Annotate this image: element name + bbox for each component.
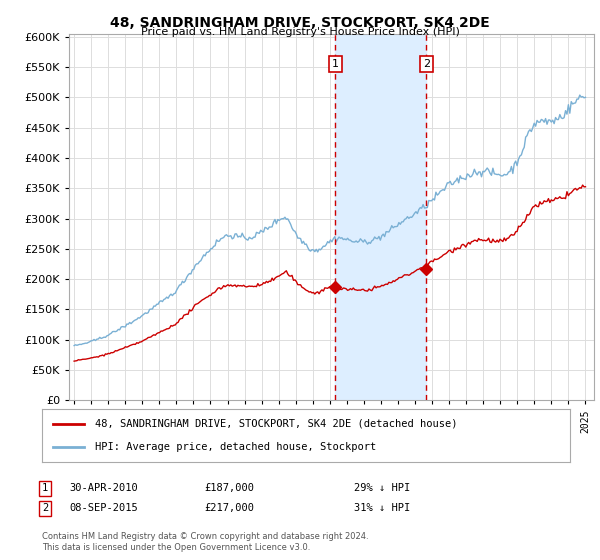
Bar [335, 34, 427, 400]
Text: 2: 2 [42, 503, 48, 514]
Text: HPI: Average price, detached house, Stockport: HPI: Average price, detached house, Stoc… [95, 442, 376, 452]
Text: £217,000: £217,000 [204, 503, 254, 514]
Text: Contains HM Land Registry data © Crown copyright and database right 2024.
This d: Contains HM Land Registry data © Crown c… [42, 531, 368, 553]
Text: 08-SEP-2015: 08-SEP-2015 [69, 503, 138, 514]
Text: 31% ↓ HPI: 31% ↓ HPI [354, 503, 410, 514]
Text: 1: 1 [42, 483, 48, 493]
Text: 48, SANDRINGHAM DRIVE, STOCKPORT, SK4 2DE: 48, SANDRINGHAM DRIVE, STOCKPORT, SK4 2D… [110, 16, 490, 30]
Text: Price paid vs. HM Land Registry's House Price Index (HPI): Price paid vs. HM Land Registry's House … [140, 27, 460, 37]
Text: 48, SANDRINGHAM DRIVE, STOCKPORT, SK4 2DE (detached house): 48, SANDRINGHAM DRIVE, STOCKPORT, SK4 2D… [95, 419, 457, 429]
Text: 1: 1 [332, 59, 339, 69]
Text: 30-APR-2010: 30-APR-2010 [69, 483, 138, 493]
Text: £187,000: £187,000 [204, 483, 254, 493]
Text: 2: 2 [423, 59, 430, 69]
Text: 29% ↓ HPI: 29% ↓ HPI [354, 483, 410, 493]
